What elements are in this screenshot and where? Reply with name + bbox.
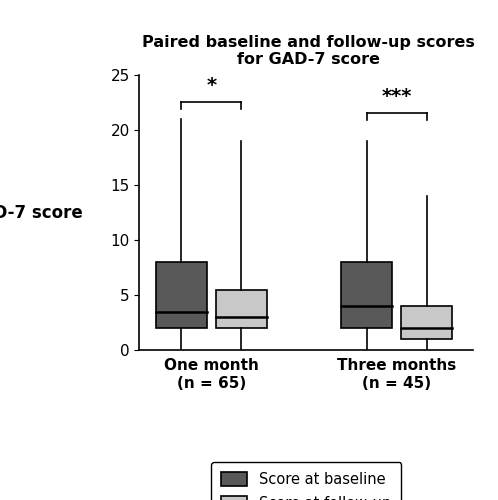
Bar [156, 262, 207, 328]
Bar [216, 290, 267, 328]
Text: Paired baseline and follow-up scores
for GAD-7 score: Paired baseline and follow-up scores for… [142, 35, 475, 68]
Legend: Score at baseline, Score at follow-up: Score at baseline, Score at follow-up [211, 462, 401, 500]
Bar [401, 306, 452, 339]
Bar [341, 262, 392, 328]
Text: GAD-7 score: GAD-7 score [0, 204, 83, 222]
Text: ***: *** [381, 87, 412, 106]
Text: *: * [206, 76, 216, 95]
